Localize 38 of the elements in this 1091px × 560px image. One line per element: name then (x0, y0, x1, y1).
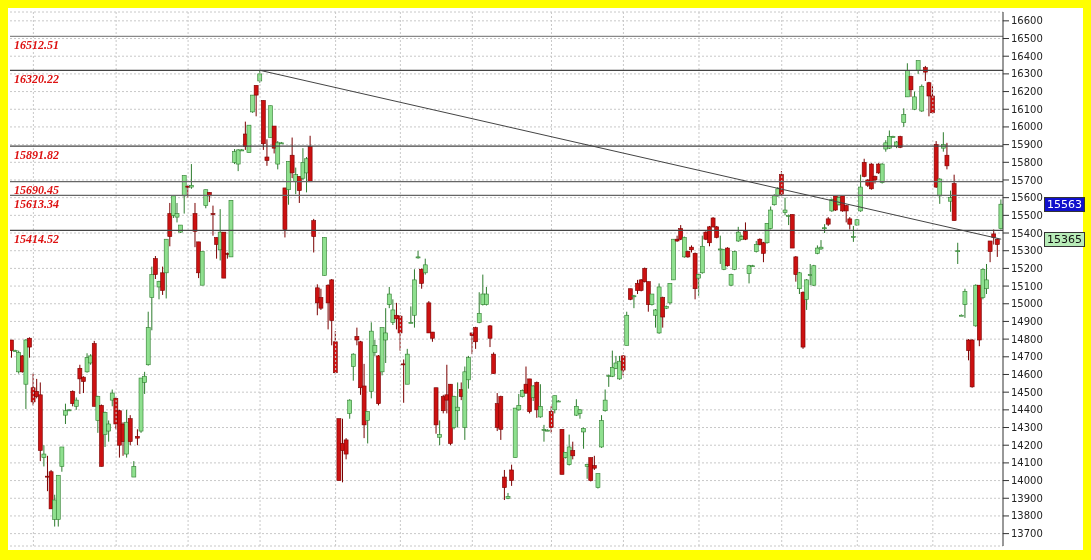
y-tick-label: 16000 (1011, 121, 1043, 133)
y-tick-label: 16300 (1011, 68, 1043, 80)
y-tick-label: 13900 (1011, 492, 1043, 504)
y-tick-label: 16200 (1011, 86, 1043, 98)
text: 15365 (1044, 232, 1085, 248)
y-tick-label: 15300 (1011, 245, 1043, 257)
y-tick-label: 14400 (1011, 404, 1043, 416)
ref-line-label: 15414.52 (14, 231, 59, 246)
ref-line-label: 15891.82 (14, 147, 59, 162)
ref-line-label: 15613.34 (14, 196, 59, 211)
y-tick-label: 14900 (1011, 315, 1043, 327)
y-tick-label: 14100 (1011, 457, 1043, 469)
y-tick-label: 15400 (1011, 227, 1043, 239)
y-tick-label: 15200 (1011, 262, 1043, 274)
y-tick-label: 14800 (1011, 333, 1043, 345)
y-tick-label: 13800 (1011, 510, 1043, 522)
y-tick-label: 14200 (1011, 439, 1043, 451)
y-tick-label: 14300 (1011, 422, 1043, 434)
y-tick-label: 14700 (1011, 351, 1043, 363)
y-tick-label: 13700 (1011, 528, 1043, 540)
y-tick-label: 16600 (1011, 15, 1043, 27)
y-tick-label: 16100 (1011, 103, 1043, 115)
text: 15563 (1044, 197, 1085, 213)
y-tick-label: 14000 (1011, 475, 1043, 487)
y-tick-label: 14500 (1011, 386, 1043, 398)
y-tick-label: 16500 (1011, 33, 1043, 45)
y-tick-label: 15800 (1011, 156, 1043, 168)
ref-line-label: 16512.51 (14, 37, 59, 52)
y-tick-label: 15000 (1011, 298, 1043, 310)
y-tick-label: 16400 (1011, 50, 1043, 62)
y-tick-label: 15500 (1011, 209, 1043, 221)
y-tick-label: 15900 (1011, 139, 1043, 151)
y-tick-label: 14600 (1011, 369, 1043, 381)
y-tick-label: 15600 (1011, 192, 1043, 204)
y-tick-label: 15700 (1011, 174, 1043, 186)
ref-line-label: 16320.22 (14, 71, 59, 86)
y-tick-label: 15100 (1011, 280, 1043, 292)
ref-line-label: 15690.45 (14, 183, 59, 198)
